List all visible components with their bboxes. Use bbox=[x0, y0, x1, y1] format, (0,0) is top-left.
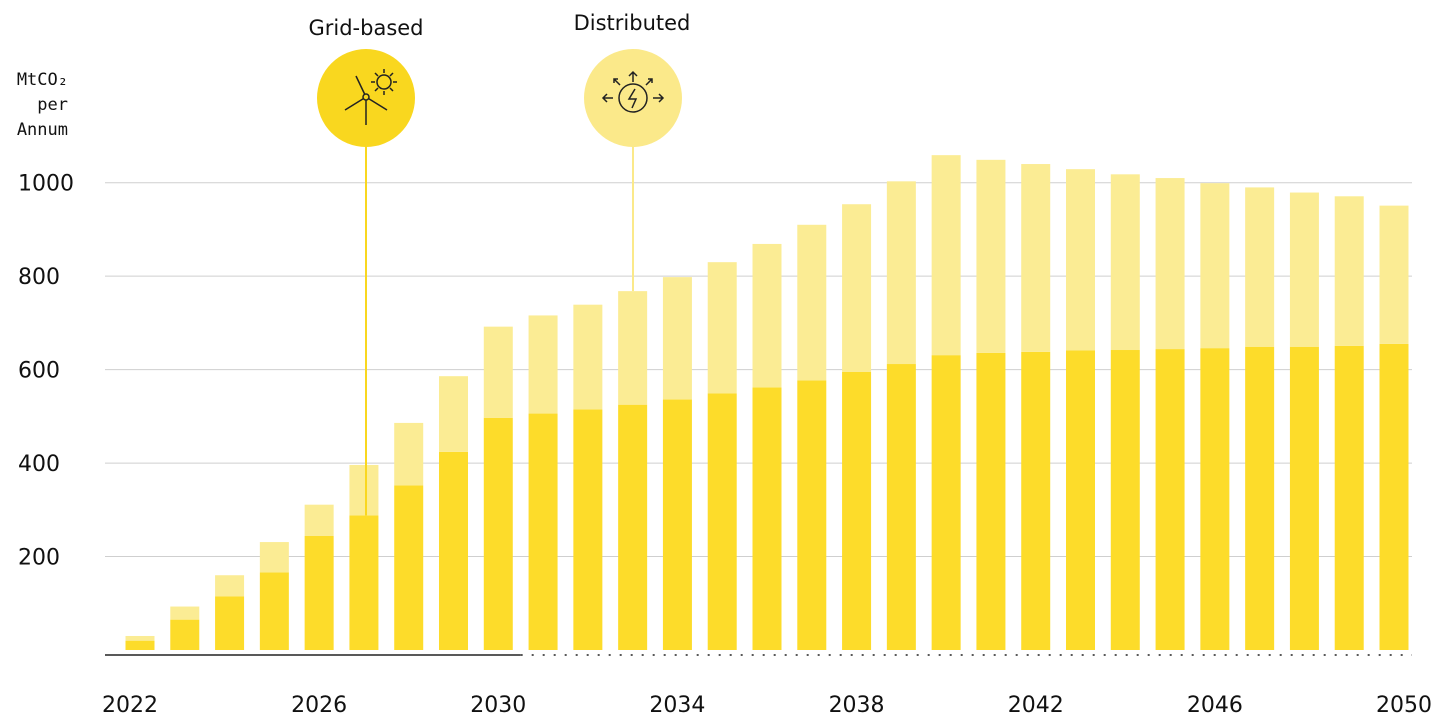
x-tick-label: 2026 bbox=[291, 693, 347, 718]
icon-grid bbox=[344, 69, 397, 125]
bar-segment bbox=[1110, 174, 1140, 351]
bar-segment bbox=[1289, 192, 1319, 347]
y-tick-label: 200 bbox=[18, 546, 60, 571]
bar-segment bbox=[976, 159, 1006, 353]
bar-segment bbox=[707, 262, 737, 394]
y-axis-label: MtCO₂ bbox=[17, 70, 68, 90]
y-tick-label: 800 bbox=[18, 265, 60, 290]
bar-segment bbox=[483, 326, 513, 418]
bar-segment bbox=[707, 393, 737, 650]
bar-segment bbox=[1066, 169, 1095, 351]
bar-segment bbox=[439, 451, 468, 650]
bar-segment bbox=[752, 243, 782, 388]
bar-segment bbox=[976, 352, 1006, 650]
bar-segment bbox=[1200, 348, 1230, 650]
bar-segment bbox=[1066, 350, 1095, 650]
bar-segment bbox=[1379, 343, 1409, 650]
bar-segment bbox=[886, 364, 916, 650]
bar-segment bbox=[573, 304, 603, 410]
bar-segment bbox=[1200, 183, 1230, 349]
legend-label: Grid-based bbox=[308, 16, 423, 40]
bar-segment bbox=[528, 315, 558, 414]
x-tick-label: 2050 bbox=[1376, 693, 1432, 718]
bar-segment bbox=[125, 640, 155, 650]
bar-segment bbox=[528, 413, 558, 650]
bar-segment bbox=[259, 542, 289, 573]
bar-segment bbox=[1245, 346, 1275, 650]
bar-segment bbox=[215, 596, 245, 650]
bar-segment bbox=[483, 417, 513, 650]
bar-segment bbox=[573, 409, 603, 650]
bar-segment bbox=[931, 355, 961, 650]
y-tick-label: 600 bbox=[18, 359, 60, 384]
y-tick-label: 400 bbox=[18, 452, 60, 477]
bar-segment bbox=[886, 181, 916, 365]
bar-segment bbox=[439, 376, 468, 452]
bar-segment bbox=[842, 371, 872, 650]
bar-segment bbox=[1245, 187, 1275, 347]
bar-segment bbox=[1289, 346, 1319, 650]
x-tick-label: 2030 bbox=[470, 693, 526, 718]
bar-segment bbox=[618, 291, 648, 405]
bar-segment bbox=[1379, 205, 1409, 344]
bar-segment bbox=[215, 575, 245, 597]
bar-segment bbox=[259, 572, 289, 650]
y-tick-label: 1000 bbox=[18, 172, 74, 197]
bar-segment bbox=[394, 485, 424, 650]
x-tick-label: 2042 bbox=[1008, 693, 1064, 718]
x-tick-label: 2038 bbox=[829, 693, 885, 718]
bar-segment bbox=[1155, 349, 1185, 650]
bar-segment bbox=[1155, 178, 1185, 350]
x-tick-label: 2046 bbox=[1187, 693, 1243, 718]
bar-segment bbox=[349, 515, 379, 650]
bar-segment bbox=[125, 635, 155, 641]
icon-distributed bbox=[601, 70, 665, 113]
bar-segment bbox=[931, 155, 961, 356]
bar-segment bbox=[1334, 345, 1364, 650]
bar-segment bbox=[662, 277, 692, 400]
bar-segment bbox=[1334, 196, 1364, 346]
bar-segment bbox=[304, 504, 334, 536]
legend-marker bbox=[584, 49, 682, 147]
x-tick-label: 2022 bbox=[102, 693, 158, 718]
x-tick-label: 2034 bbox=[649, 693, 705, 718]
bar-segment bbox=[797, 224, 827, 381]
y-axis-label: Annum bbox=[17, 120, 68, 140]
legend-label: Distributed bbox=[574, 11, 691, 35]
bar-segment bbox=[797, 380, 827, 650]
bar-segment bbox=[752, 387, 782, 650]
bar-segment bbox=[1110, 350, 1140, 650]
y-axis-label: per bbox=[37, 95, 68, 115]
bar-segment bbox=[349, 464, 379, 516]
bar-segment bbox=[1021, 351, 1051, 650]
bar-segment bbox=[662, 399, 692, 650]
bar-segment bbox=[170, 619, 200, 650]
bar-segment bbox=[394, 422, 424, 486]
bar-segment bbox=[1021, 164, 1051, 352]
bar-segment bbox=[842, 204, 872, 372]
bar-segment bbox=[304, 535, 334, 650]
bar-segment bbox=[170, 606, 200, 620]
bar-segment bbox=[618, 404, 648, 650]
